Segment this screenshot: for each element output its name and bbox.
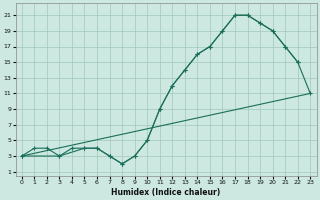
X-axis label: Humidex (Indice chaleur): Humidex (Indice chaleur) [111,188,221,197]
